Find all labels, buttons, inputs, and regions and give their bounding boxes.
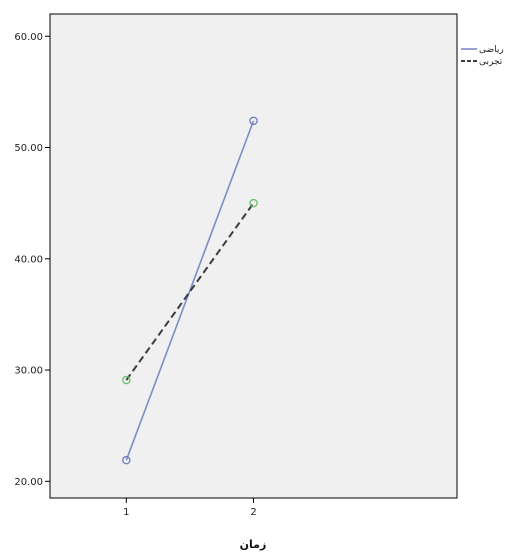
series-line-1 — [125, 120, 255, 461]
x-axis-title: زمان — [240, 538, 267, 551]
y-tick-label: 20.00 — [14, 477, 43, 488]
legend-label-2: تجربی — [479, 57, 503, 67]
legend: ریاضی تجربی — [461, 45, 504, 67]
plot-area — [49, 13, 458, 499]
series-1-point-2 — [249, 116, 258, 126]
y-axis: 20.00 30.00 40.00 50.00 60.00 — [14, 32, 50, 488]
y-tick-label: 40.00 — [14, 254, 43, 265]
series-markers — [122, 116, 258, 465]
series-line-2 — [125, 202, 255, 381]
series-lines — [125, 120, 255, 461]
y-tick-label: 60.00 — [14, 32, 43, 43]
series-2-point-1 — [122, 375, 131, 385]
series-2-point-2 — [249, 198, 258, 208]
x-tick-label: 2 — [250, 507, 256, 518]
series-1-point-1 — [122, 455, 131, 465]
legend-label-1: ریاضی — [479, 45, 504, 55]
x-tick-label: 1 — [123, 507, 129, 518]
y-tick-label: 30.00 — [14, 366, 43, 377]
y-tick-label: 50.00 — [14, 143, 43, 154]
